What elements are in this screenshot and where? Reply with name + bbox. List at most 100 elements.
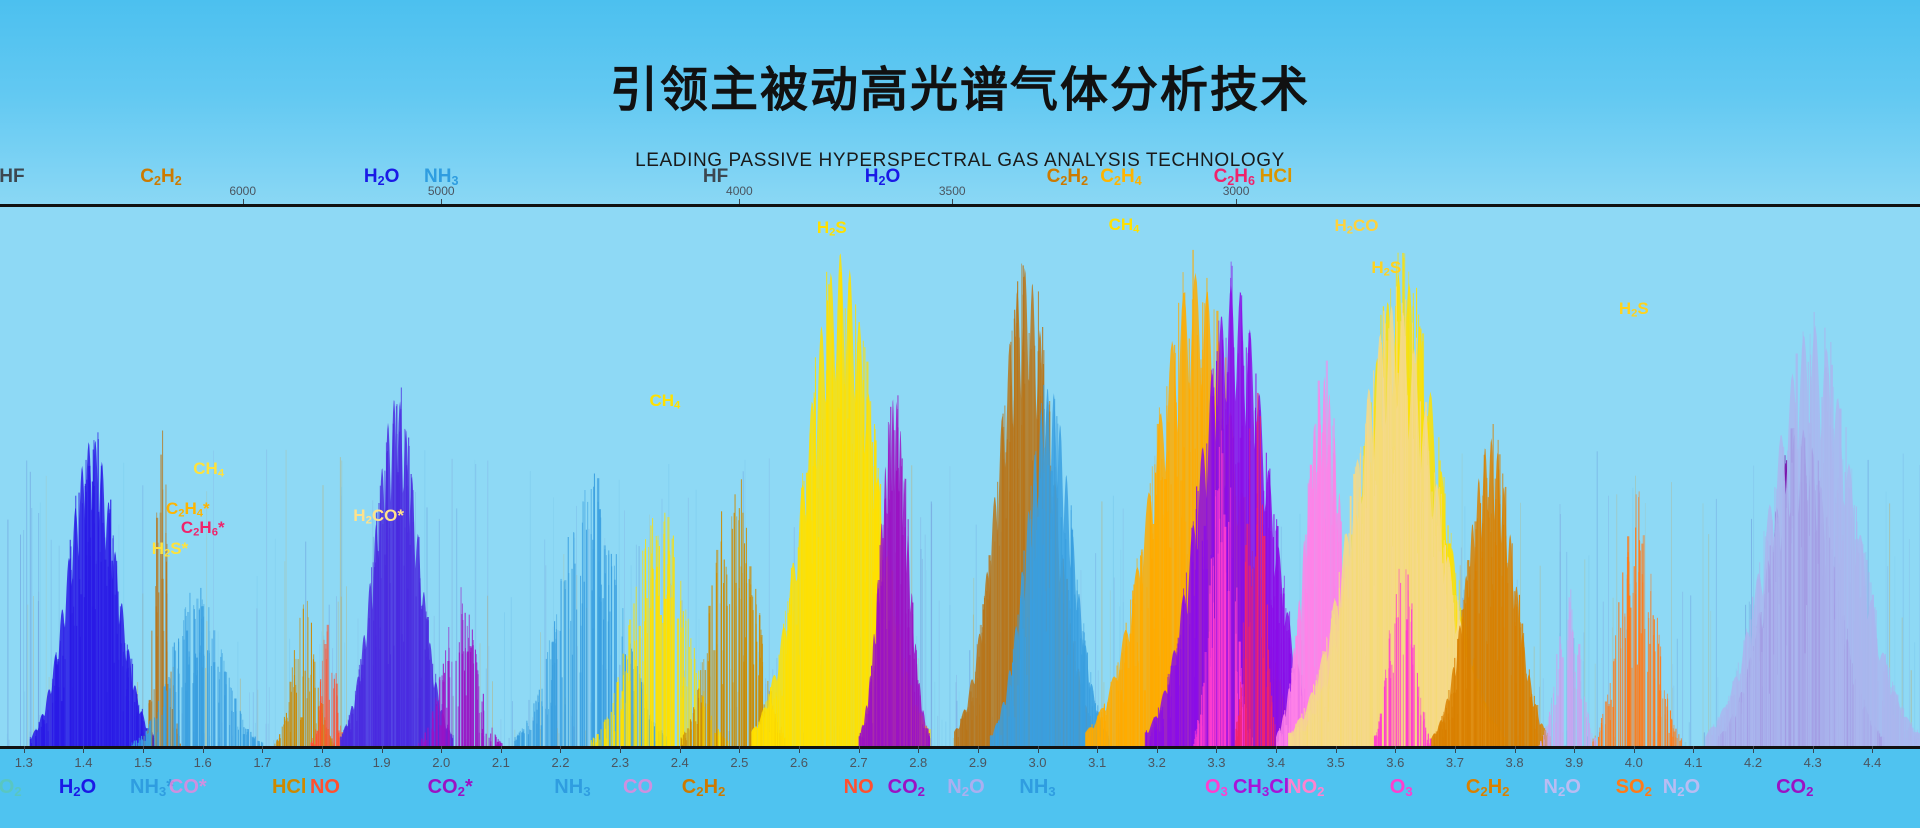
inplot-species-label: H2S [816,217,847,238]
bottom-species-label: NH3* [130,776,175,799]
bottom-axis-tick-mark [23,746,25,753]
bottom-axis-tick-label: 2.6 [789,755,809,770]
bottom-axis-tick-label: 1.8 [312,755,332,770]
spectral-band [1288,286,1504,748]
top-species-label: C2H2 [140,166,182,188]
bottom-axis-tick-mark [679,746,681,753]
bottom-axis-tick-mark [1335,746,1337,753]
spectral-band [1705,312,1920,748]
bottom-species-label: NO2 [1287,776,1325,799]
page-subtitle: LEADING PASSIVE HYPERSPECTRAL GAS ANALYS… [635,150,1285,171]
bottom-axis-tick-mark [858,746,860,753]
bottom-axis-tick-label: 1.4 [74,755,93,770]
bottom-axis-tick-mark [143,746,145,753]
spectral-band [1373,568,1432,748]
inplot-species-label: H2S [1618,298,1649,320]
bottom-axis-tick-mark [1753,746,1755,753]
bottom-species-label: NH3 [554,776,591,799]
bottom-axis-tick-label: 2.4 [670,755,689,770]
bottom-axis-tick-label: 1.5 [134,755,153,770]
top-axis-tick-label: 3000 [1222,184,1250,198]
bottom-species-label: NH3 [1019,776,1056,799]
bottom-axis-tick-mark [1574,746,1576,753]
top-axis-tick-mark [952,199,954,206]
bottom-axis-tick-mark [620,746,622,753]
bottom-axis-tick-mark [799,746,800,753]
inplot-species-label: C2H4* [165,499,210,520]
top-species-label: NH3 [424,166,459,188]
bottom-axis-tick-label: 3.7 [1445,755,1464,770]
bottom-species-label: H2O [58,776,97,799]
bottom-axis-tick-label: 2.3 [611,755,630,770]
spectrum-svg [6,249,1920,748]
bottom-axis-tick-mark [1812,746,1814,753]
top-axis-tick-label: 4000 [726,184,753,198]
bottom-species-label: CH3Cl [1232,776,1290,799]
top-axis-tick-mark [441,199,443,206]
inplot-species-label: CH4 [1108,214,1140,236]
bottom-axis-tick-label: 4.4 [1863,755,1882,770]
top-axis-tick-mark [242,199,244,206]
page-title: 引领主被动高光谱气体分析技术 [609,62,1310,118]
top-axis-tick-label: 5000 [427,184,455,198]
spectrum-plot [0,204,1920,748]
bottom-species-label: CO2* [427,776,473,799]
bottom-species-label: SO2 [1615,776,1652,799]
bottom-axis-tick-label: 2.9 [968,755,987,770]
bottom-axis-tick-mark [739,746,741,753]
top-species-label: HF [702,166,729,187]
bottom-axis-tick-label: 2.1 [491,755,510,770]
bottom-axis-tick-label: 1.3 [14,755,33,770]
spectral-band [1592,491,1682,748]
bottom-species-label: HCl [271,776,307,798]
top-species-label: C2H2 [1046,166,1089,188]
spectral-band [680,479,788,748]
inplot-species-label: C2H6* [180,518,225,539]
bottom-axis-tick-mark [1097,746,1099,753]
bottom-axis-tick-label: 3.6 [1386,755,1405,770]
bottom-axis-tick-label: 4.1 [1684,755,1703,770]
bottom-axis-tick-label: 3.4 [1266,755,1286,770]
top-species-label: H2O [864,166,901,188]
bottom-axis-tick-mark [1693,746,1695,753]
spectral-band [29,432,155,748]
bottom-axis-tick-label: 2.2 [551,755,570,770]
bottom-axis-tick-label: 2.8 [909,755,928,770]
bottom-axis-tick-label: 3.3 [1207,755,1226,770]
bottom-axis-tick-label: 1.6 [193,755,212,770]
bottom-axis-tick-label: 3.5 [1326,755,1345,770]
bottom-axis-tick-label: 2.0 [432,755,451,770]
bottom-axis-tick-label: 1.7 [253,755,272,770]
bottom-species-label: NO [843,776,874,798]
bottom-species-label: N2O [947,776,985,799]
spectral-band [858,395,931,748]
bottom-axis-tick-mark [560,746,562,753]
bottom-axis-tick-mark [1395,746,1397,753]
top-species-label: C2H6 [1213,166,1255,188]
bottom-axis-tick-label: 4.0 [1624,755,1643,770]
top-axis-tick-label: 3500 [938,184,966,198]
bottom-species-label: N2O [1543,776,1581,799]
bottom-axis-tick-label: 3.8 [1505,755,1524,770]
bottom-axis-tick-mark [262,746,264,753]
bottom-axis-tick-mark [381,746,383,753]
spectral-band [339,387,454,748]
inplot-species-label: H2S [1371,258,1402,279]
spectral-band [590,512,729,748]
top-axis-tick-mark [1236,199,1238,206]
bottom-axis-tick-label: 3.2 [1147,755,1166,770]
bottom-axis-tick-label: 2.5 [730,755,749,770]
bottom-axis-tick-mark [500,746,502,753]
bottom-species-label: CO* [168,776,207,798]
bottom-species-label: CO2 [1776,776,1814,799]
bottom-species-label: N2O [1662,776,1701,799]
bottom-axis-tick-mark [1276,746,1278,753]
spectral-band [989,384,1110,748]
bottom-species-label: C2H2 [681,776,726,799]
bottom-axis-tick-mark [1156,746,1158,753]
top-axis-tick-mark [739,199,741,206]
bottom-axis-tick-mark [1454,746,1456,753]
top-species-label: HCl [1259,166,1293,187]
bottom-axis-tick-mark [321,746,323,753]
axis-line-bottom [0,746,1920,749]
